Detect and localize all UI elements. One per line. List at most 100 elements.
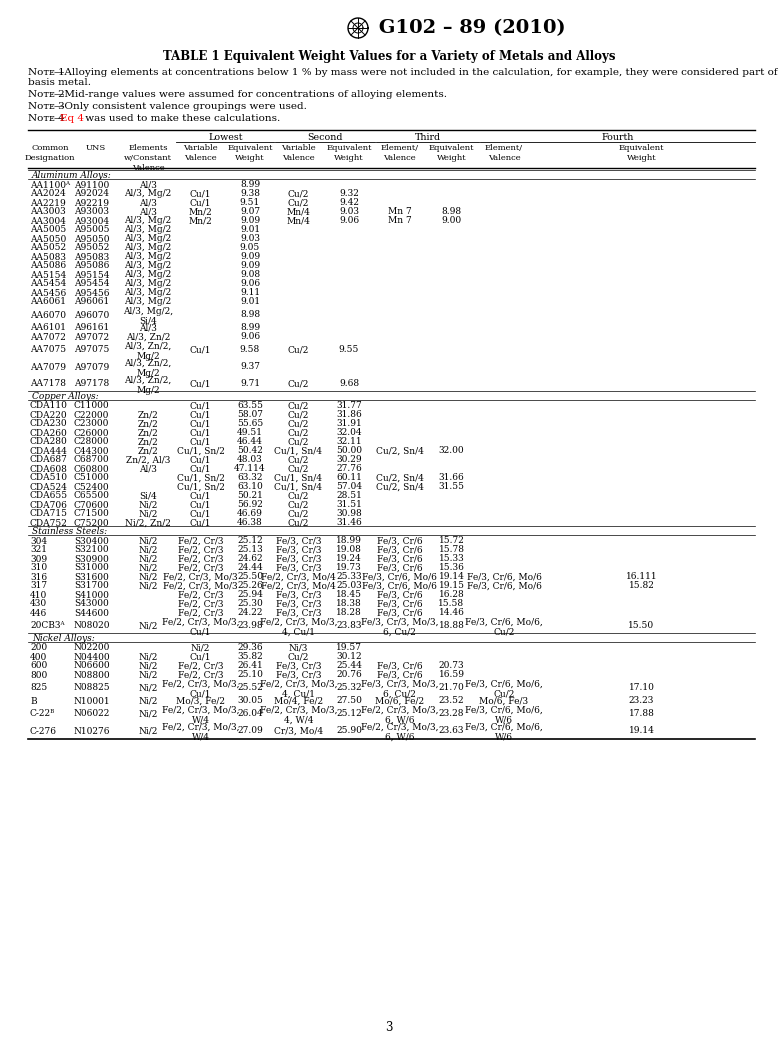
Text: Fe/3, Cr/6, Mo/6,
W/6: Fe/3, Cr/6, Mo/6, W/6 <box>465 706 543 725</box>
Text: Zn/2: Zn/2 <box>138 437 159 447</box>
Text: 46.69: 46.69 <box>237 509 263 518</box>
Text: 31.51: 31.51 <box>336 501 362 509</box>
Text: 16.111: 16.111 <box>626 573 657 581</box>
Text: 3: 3 <box>385 1021 393 1034</box>
Text: Fe/2, Cr/3, Mo/3,
Cu/1: Fe/2, Cr/3, Mo/3, Cu/1 <box>162 617 240 637</box>
Text: 25.10: 25.10 <box>237 670 263 679</box>
Text: Fe/3, Cr/6, Mo/6: Fe/3, Cr/6, Mo/6 <box>362 573 437 581</box>
Text: CDA280: CDA280 <box>30 437 68 447</box>
Text: C51000: C51000 <box>74 474 110 482</box>
Text: 8.99: 8.99 <box>240 324 260 332</box>
Text: 23.52: 23.52 <box>439 696 464 705</box>
Text: Elements
w/Constant
Valence: Elements w/Constant Valence <box>124 144 172 172</box>
Text: Cu/2: Cu/2 <box>288 410 309 420</box>
Text: Al/3, Mg/2,
Si/4: Al/3, Mg/2, Si/4 <box>123 306 173 326</box>
Text: AA2024: AA2024 <box>30 189 66 199</box>
Text: Al/3, Mg/2: Al/3, Mg/2 <box>124 244 172 252</box>
Text: Ni/2: Ni/2 <box>138 709 158 718</box>
Text: Cu/1, Sn/4: Cu/1, Sn/4 <box>275 474 323 482</box>
Text: 9.42: 9.42 <box>339 198 359 207</box>
Text: 15.36: 15.36 <box>439 563 464 573</box>
Text: Lowest: Lowest <box>209 133 243 142</box>
Text: 19.08: 19.08 <box>336 545 362 554</box>
Text: Ni/2: Ni/2 <box>138 696 158 705</box>
Text: Si/4: Si/4 <box>139 491 157 501</box>
Text: Al/3, Mg/2: Al/3, Mg/2 <box>124 189 172 198</box>
Text: Fe/3, Cr/6: Fe/3, Cr/6 <box>377 590 422 600</box>
Text: C52400: C52400 <box>74 482 110 491</box>
Text: UNS: UNS <box>86 144 106 152</box>
Text: AA5154: AA5154 <box>30 271 66 279</box>
Text: A96061: A96061 <box>74 298 109 306</box>
Text: Mo/3, Fe/2: Mo/3, Fe/2 <box>176 696 225 705</box>
Text: Cu/1: Cu/1 <box>190 455 212 464</box>
Text: 23.28: 23.28 <box>439 709 464 718</box>
Text: AA5083: AA5083 <box>30 253 66 261</box>
Text: Zn/2: Zn/2 <box>138 420 159 428</box>
Text: Cu/2, Sn/4: Cu/2, Sn/4 <box>376 447 423 455</box>
Text: A97075: A97075 <box>74 346 110 355</box>
Text: Ni/2, Zn/2: Ni/2, Zn/2 <box>125 518 171 527</box>
Text: Fe/2, Cr/3, Mo/3: Fe/2, Cr/3, Mo/3 <box>163 573 238 581</box>
Text: Al/3, Zn/2,
Mg/2: Al/3, Zn/2, Mg/2 <box>124 358 172 378</box>
Text: 400: 400 <box>30 653 47 661</box>
Text: Zn/2: Zn/2 <box>138 410 159 420</box>
Text: 9.71: 9.71 <box>240 379 260 388</box>
Text: Ni/2: Ni/2 <box>138 581 158 590</box>
Text: Fe/2, Cr/3, Mo/4: Fe/2, Cr/3, Mo/4 <box>261 581 336 590</box>
Text: Fe/3, Cr/6: Fe/3, Cr/6 <box>377 536 422 545</box>
Text: 31.91: 31.91 <box>336 420 362 428</box>
Text: B: B <box>30 696 37 706</box>
Text: 31.55: 31.55 <box>439 482 464 491</box>
Text: 30.12: 30.12 <box>336 653 362 661</box>
Text: Cu/2: Cu/2 <box>288 198 309 207</box>
Text: 31.46: 31.46 <box>336 518 362 527</box>
Text: 32.04: 32.04 <box>336 428 362 437</box>
Text: Ni/2: Ni/2 <box>138 621 158 630</box>
Text: N02200: N02200 <box>74 643 110 653</box>
Text: Mn/4: Mn/4 <box>286 207 310 217</box>
Text: Cu/1: Cu/1 <box>190 653 212 661</box>
Text: 9.06: 9.06 <box>240 332 260 341</box>
Text: AA2219: AA2219 <box>30 199 66 207</box>
Text: Variable
Valence: Variable Valence <box>183 144 218 161</box>
Text: 14.46: 14.46 <box>439 608 464 617</box>
Text: AA5456: AA5456 <box>30 288 66 298</box>
Text: Stainless Steels:: Stainless Steels: <box>32 527 107 536</box>
Text: S31000: S31000 <box>74 563 109 573</box>
Text: A93003: A93003 <box>74 207 109 217</box>
Text: Cu/1: Cu/1 <box>190 428 212 437</box>
Text: Fe/3, Cr/6: Fe/3, Cr/6 <box>377 661 422 670</box>
Text: A95083: A95083 <box>74 253 109 261</box>
Text: 9.37: 9.37 <box>240 362 260 372</box>
Text: 15.50: 15.50 <box>629 621 654 630</box>
Text: C70600: C70600 <box>74 501 110 509</box>
Text: 9.51: 9.51 <box>240 198 260 207</box>
Text: 24.22: 24.22 <box>237 608 263 617</box>
Text: Cu/1, Sn/4: Cu/1, Sn/4 <box>275 482 323 491</box>
Text: Nᴏᴛᴇ 1: Nᴏᴛᴇ 1 <box>28 68 65 77</box>
Text: 25.26: 25.26 <box>237 581 263 590</box>
Text: Ni/2: Ni/2 <box>138 501 158 509</box>
Text: Fe/3, Cr/6: Fe/3, Cr/6 <box>377 545 422 554</box>
Text: 23.83: 23.83 <box>336 621 362 630</box>
Text: 20.76: 20.76 <box>336 670 362 679</box>
Text: Element/
Valence: Element/ Valence <box>485 144 523 161</box>
Text: 31.86: 31.86 <box>336 410 362 420</box>
Text: Al/3: Al/3 <box>139 207 157 217</box>
Text: AA6070: AA6070 <box>30 310 66 320</box>
Text: A95154: A95154 <box>74 271 110 279</box>
Text: Ni/2: Ni/2 <box>138 563 158 573</box>
Text: Element/
Valence: Element/ Valence <box>380 144 419 161</box>
Text: 9.09: 9.09 <box>240 252 260 261</box>
Text: Zn/2: Zn/2 <box>138 447 159 455</box>
Text: 50.21: 50.21 <box>237 491 263 501</box>
Text: 25.12: 25.12 <box>336 709 362 718</box>
Text: 30.29: 30.29 <box>336 455 362 464</box>
Text: 25.12: 25.12 <box>237 536 263 545</box>
Text: 9.06: 9.06 <box>339 217 359 225</box>
Text: 25.44: 25.44 <box>336 661 362 670</box>
Text: 23.98: 23.98 <box>237 621 263 630</box>
Text: 9.58: 9.58 <box>240 346 260 354</box>
Text: —Alloying elements at concentrations below 1 % by mass were not included in the : —Alloying elements at concentrations bel… <box>54 68 778 77</box>
